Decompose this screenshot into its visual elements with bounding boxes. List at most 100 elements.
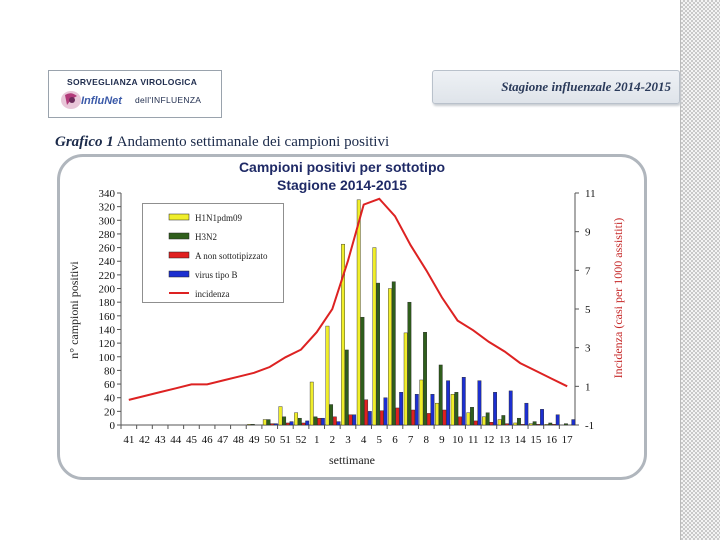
legend-label: incidenza — [195, 289, 229, 299]
x-tick-label: 45 — [186, 434, 198, 446]
bar-h1n1pdm09 — [466, 412, 471, 426]
y-tick-label: 300 — [99, 215, 116, 227]
legend-label: H3N2 — [195, 232, 217, 242]
bar-h3n2 — [376, 282, 380, 426]
y-tick-label: 20 — [104, 406, 116, 418]
y-tick-label: 100 — [99, 352, 116, 364]
bar-virus-tipo-b — [414, 394, 419, 426]
bar-a-non-sottotipizzato — [270, 423, 275, 426]
bar-a-non-sottotipizzato — [505, 423, 509, 426]
x-tick-label: 42 — [139, 434, 150, 446]
bar-virus-tipo-b — [446, 380, 451, 426]
bar-h3n2 — [250, 424, 255, 426]
y2-axis-label: Incidenza (casi per 1000 assistiti) — [611, 218, 625, 379]
chart-title: Campioni positivi per sottotipo — [239, 159, 445, 175]
bar-virus-tipo-b — [508, 390, 513, 426]
y-tick-label: 0 — [110, 420, 116, 432]
bar-h1n1pdm09 — [482, 416, 486, 426]
bar-a-non-sottotipizzato — [520, 424, 525, 426]
bar-h3n2 — [438, 364, 443, 426]
logo-brand: InfluNet — [81, 95, 123, 107]
chart-legend: H1N1pdm09 H3N2 A non sottotipizzato virus t… — [142, 203, 284, 303]
x-tick-label: 7 — [408, 434, 414, 446]
logo-subtitle: dell'INFLUENZA — [135, 95, 202, 105]
y-tick-label: 160 — [99, 311, 116, 323]
bar-virus-tipo-b — [555, 414, 560, 426]
legend-swatch — [168, 251, 190, 259]
x-tick-label: 15 — [530, 434, 542, 446]
bar-h1n1pdm09 — [388, 288, 392, 426]
y-tick-label: 40 — [104, 393, 116, 405]
bar-h1n1pdm09 — [403, 332, 408, 426]
season-banner: Stagione influenzale 2014-2015 — [432, 70, 680, 104]
y-tick-label: 280 — [99, 229, 116, 241]
bar-h3n2 — [485, 412, 490, 426]
legend-label: H1N1pdm09 — [195, 213, 242, 223]
bar-h3n2 — [548, 422, 553, 426]
bar-h3n2 — [470, 407, 474, 426]
bar-h1n1pdm09 — [262, 419, 267, 426]
x-tick-label: 5 — [377, 434, 383, 446]
bar-h1n1pdm09 — [309, 381, 314, 426]
bar-a-non-sottotipizzato — [411, 409, 415, 426]
x-tick-label: 51 — [280, 434, 291, 446]
y-tick-label: 200 — [99, 284, 116, 296]
y-axis-label: n° campioni positivi — [67, 261, 81, 359]
bar-h3n2 — [329, 404, 334, 426]
bar-h3n2 — [313, 416, 318, 426]
bar-a-non-sottotipizzato — [379, 410, 384, 426]
y2-tick-label: 11 — [585, 188, 596, 200]
x-tick-label: 43 — [155, 434, 167, 446]
x-tick-label: 48 — [233, 434, 245, 446]
y2-tick-label: 3 — [585, 343, 591, 355]
x-tick-label: 13 — [499, 434, 511, 446]
y-tick-label: 140 — [99, 324, 116, 336]
bar-a-non-sottotipizzato — [473, 420, 478, 426]
bar-h3n2 — [423, 332, 427, 426]
x-tick-label: 44 — [170, 434, 182, 446]
x-tick-label: 41 — [123, 434, 134, 446]
x-tick-label: 14 — [515, 434, 527, 446]
chart-subtitle: Stagione 2014-2015 — [277, 177, 407, 193]
x-tick-label: 1 — [314, 434, 320, 446]
bar-a-non-sottotipizzato — [489, 422, 494, 426]
y2-tick-label: 5 — [585, 304, 591, 316]
figure-caption: Grafico 1 Andamento settimanale dei camp… — [55, 134, 389, 151]
season-title: Stagione influenzale 2014-2015 — [501, 79, 671, 94]
y-tick-label: 340 — [99, 188, 116, 200]
bar-h3n2 — [564, 423, 568, 426]
bar-virus-tipo-b — [305, 420, 310, 426]
bar-virus-tipo-b — [273, 423, 278, 426]
bar-virus-tipo-b — [352, 414, 357, 426]
bar-h1n1pdm09 — [450, 394, 455, 426]
bar-h3n2 — [391, 281, 396, 426]
bar-a-non-sottotipizzato — [395, 407, 400, 426]
x-tick-label: 8 — [424, 434, 430, 446]
bar-h1n1pdm09 — [278, 406, 283, 426]
x-tick-label: 11 — [468, 434, 479, 446]
influnet-mark-icon: InfluNet — [61, 91, 123, 109]
bar-a-non-sottotipizzato — [552, 424, 556, 426]
bar-virus-tipo-b — [367, 411, 372, 426]
x-tick-label: 4 — [361, 434, 367, 446]
y2-tick-label: 1 — [585, 381, 591, 393]
y2-tick-label: 9 — [585, 227, 591, 239]
legend-swatch — [168, 213, 190, 221]
x-tick-label: 12 — [483, 434, 494, 446]
bar-a-non-sottotipizzato — [364, 399, 369, 426]
y-tick-label: 220 — [99, 270, 116, 282]
x-tick-label: 10 — [452, 434, 464, 446]
bar-virus-tipo-b — [524, 402, 529, 426]
bar-a-non-sottotipizzato — [442, 409, 447, 426]
bar-h3n2 — [454, 392, 459, 426]
x-tick-label: 50 — [264, 434, 276, 446]
x-tick-label: 16 — [546, 434, 558, 446]
legend-swatch — [168, 232, 190, 240]
bar-h1n1pdm09 — [294, 412, 299, 426]
bar-a-non-sottotipizzato — [426, 413, 431, 426]
x-tick-label: 49 — [249, 434, 261, 446]
legend-label: A non sottotipizzato — [195, 251, 268, 261]
y-tick-label: 320 — [99, 202, 116, 214]
bar-h3n2 — [407, 301, 412, 426]
x-tick-label: 47 — [217, 434, 229, 446]
